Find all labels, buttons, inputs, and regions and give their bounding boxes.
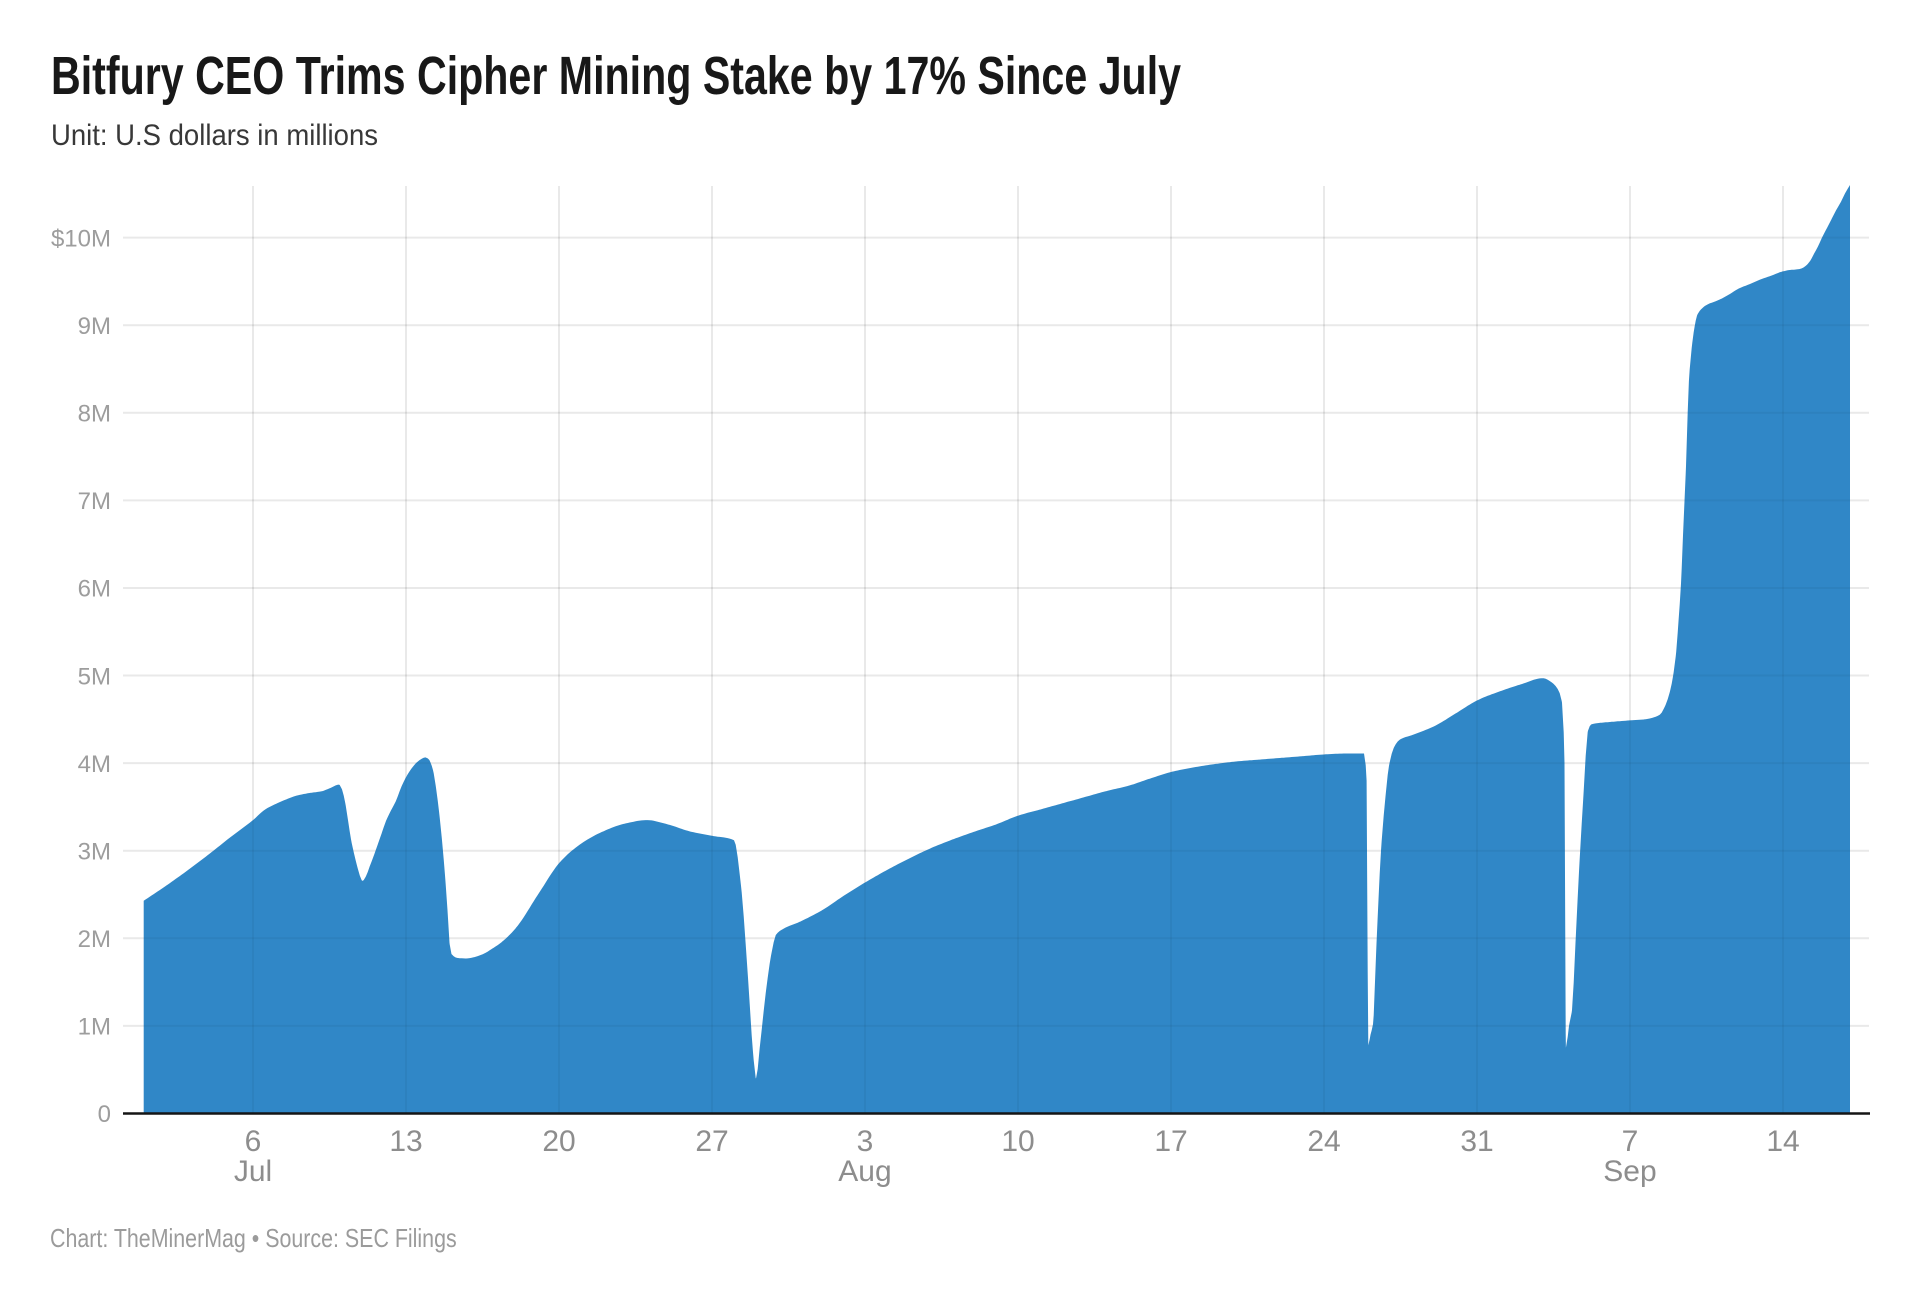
svg-text:6: 6 <box>245 1125 262 1158</box>
svg-text:4M: 4M <box>78 751 111 778</box>
svg-text:20: 20 <box>542 1125 575 1158</box>
svg-text:7M: 7M <box>78 488 111 515</box>
svg-text:13: 13 <box>389 1125 422 1158</box>
svg-text:6M: 6M <box>78 576 111 603</box>
svg-text:3: 3 <box>857 1125 874 1158</box>
svg-text:31: 31 <box>1460 1125 1493 1158</box>
svg-text:2M: 2M <box>78 926 111 953</box>
svg-text:Aug: Aug <box>838 1155 891 1188</box>
svg-text:5M: 5M <box>78 663 111 690</box>
svg-text:10: 10 <box>1001 1125 1034 1158</box>
svg-text:3M: 3M <box>78 839 111 866</box>
svg-text:27: 27 <box>695 1125 728 1158</box>
svg-text:Jul: Jul <box>234 1155 272 1188</box>
svg-text:$10M: $10M <box>51 225 111 252</box>
svg-text:7: 7 <box>1622 1125 1639 1158</box>
svg-text:9M: 9M <box>78 313 111 340</box>
svg-text:14: 14 <box>1766 1125 1799 1158</box>
svg-text:Sep: Sep <box>1603 1155 1656 1188</box>
svg-text:1M: 1M <box>78 1014 111 1041</box>
svg-text:17: 17 <box>1154 1125 1187 1158</box>
svg-text:8M: 8M <box>78 401 111 428</box>
svg-text:0: 0 <box>98 1101 111 1128</box>
svg-text:24: 24 <box>1307 1125 1340 1158</box>
